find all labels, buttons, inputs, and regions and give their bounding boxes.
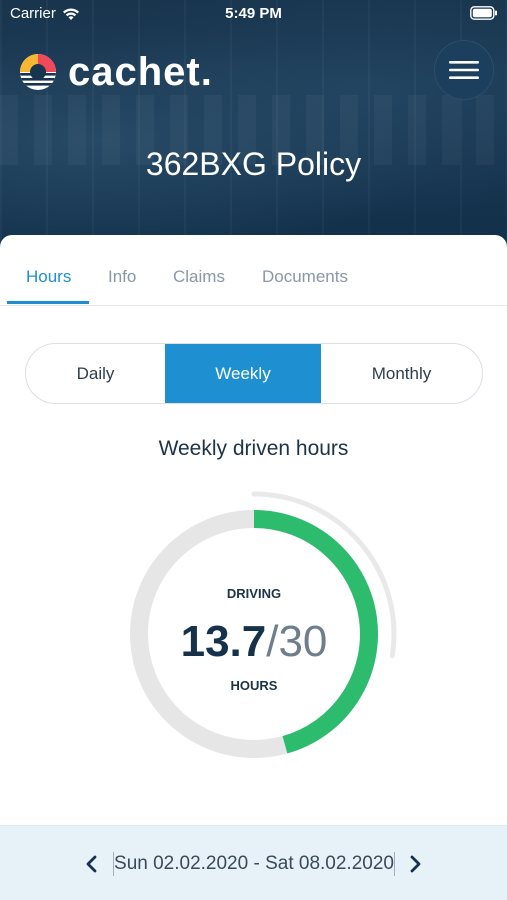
status-time: 5:49 PM [225,5,282,22]
gauge-value: 13.7 [181,617,267,666]
gauge-progress-arc [253,510,378,754]
chevron-left-icon [86,855,97,873]
chevron-right-icon [410,855,421,873]
policy-card: Hours Info Claims Documents Daily Weekly… [0,235,507,900]
status-carrier: Carrier [10,5,80,22]
logo-text: cachet. [68,50,213,94]
hamburger-menu-icon [449,61,479,79]
tab-bar: Hours Info Claims Documents [0,235,507,306]
tab-info[interactable]: Info [108,267,137,286]
tab-hours[interactable]: Hours [26,267,72,286]
gauge-total: /30 [266,617,327,666]
logo-mark-icon [20,54,56,90]
active-tab-indicator [7,301,89,304]
policy-title: 362BXG Policy [145,146,362,182]
period-daily-button[interactable]: Daily [76,363,115,383]
header-background-texture [0,95,507,165]
period-monthly-button[interactable]: Monthly [371,363,432,383]
period-weekly-button[interactable]: Weekly [165,344,321,403]
status-bar: Carrier 5:49 PM [0,0,507,28]
cachet-logo: cachet. [18,52,213,92]
date-range-label: Sun 02.02.2020 - Sat 08.02.2020 [113,852,395,876]
carrier-label: Carrier [10,5,56,22]
gauge-value-text: 13.7/30 [181,617,328,666]
header-banner: Carrier 5:49 PM [0,0,507,255]
gauge-label-top: DRIVING [227,586,281,601]
previous-week-button[interactable] [80,852,102,876]
battery-icon [470,6,498,24]
tab-claims[interactable]: Claims [173,267,225,286]
menu-button[interactable] [434,40,494,100]
tab-documents[interactable]: Documents [262,267,348,286]
gauge-outer-arc [251,491,397,659]
gauge-label-bottom: HOURS [231,678,278,693]
hours-gauge: DRIVING 13.7/30 HOURS [130,491,397,758]
wifi-icon [62,7,79,20]
date-navigation-bar: Sun 02.02.2020 - Sat 08.02.2020 [0,825,507,900]
period-selector: Daily Weekly Monthly [25,343,483,404]
section-title: Weekly driven hours [158,437,349,460]
next-week-button[interactable] [405,852,427,876]
